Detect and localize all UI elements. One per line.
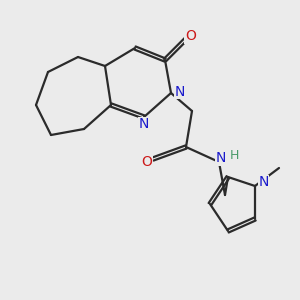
- Text: N: N: [174, 85, 184, 98]
- Text: H: H: [230, 149, 239, 162]
- Text: O: O: [142, 155, 152, 169]
- Text: O: O: [185, 29, 196, 43]
- Text: N: N: [215, 152, 226, 165]
- Text: N: N: [258, 176, 268, 189]
- Text: N: N: [139, 118, 149, 131]
